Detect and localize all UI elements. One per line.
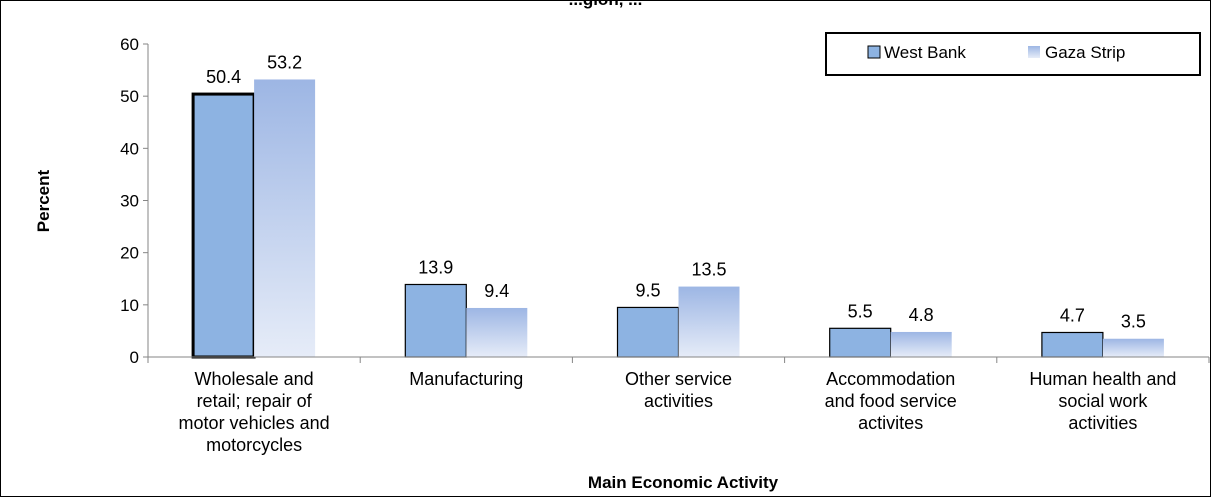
bar-gaza-strip <box>466 307 528 357</box>
category-label: Wholesale and retail; repair of motor vehi… <box>179 369 330 455</box>
legend: West Bank Gaza Strip <box>825 32 1201 76</box>
bar-gaza-strip <box>678 286 740 357</box>
y-tick-label: 50 <box>120 87 139 106</box>
bar-west-bank <box>616 306 680 358</box>
data-label-west-bank: 13.9 <box>418 257 453 277</box>
y-tick-label: 40 <box>120 139 139 158</box>
data-label-west-bank: 9.5 <box>635 280 660 300</box>
data-label-west-bank: 4.7 <box>1060 305 1085 325</box>
data-label-gaza-strip: 4.8 <box>909 305 934 325</box>
legend-box <box>825 32 1201 76</box>
category-label: Accommodation and food service activites <box>825 369 957 433</box>
legend-label-gaza-strip: Gaza Strip <box>1045 43 1125 62</box>
data-label-gaza-strip: 13.5 <box>691 260 726 280</box>
data-label-gaza-strip: 53.2 <box>267 52 302 72</box>
legend-swatch-west-bank <box>867 45 881 59</box>
data-label-west-bank: 50.4 <box>206 67 241 87</box>
x-axis-title: Main Economic Activity <box>588 473 779 492</box>
category-label: Human health and social work activities <box>1029 369 1176 433</box>
data-label-west-bank: 5.5 <box>848 301 873 321</box>
y-tick-label: 0 <box>130 348 139 367</box>
bar-gaza-strip <box>254 79 316 358</box>
legend-label-west-bank: West Bank <box>884 43 966 62</box>
y-tick-label: 30 <box>120 192 139 211</box>
bar-west-bank <box>191 92 256 359</box>
legend-swatch-gaza-strip <box>1028 46 1040 58</box>
bar-gaza-strip <box>890 331 952 357</box>
chart-title-partial: ...gion, ... <box>1 1 1210 10</box>
bar-west-bank <box>1041 331 1104 358</box>
y-tick-label: 60 <box>120 35 139 54</box>
bar-gaza-strip <box>1102 338 1164 357</box>
y-axis-title: Percent <box>34 169 53 232</box>
category-label: Other service activities <box>625 369 732 411</box>
category-label: Manufacturing <box>409 369 523 389</box>
y-tick-label: 20 <box>120 244 139 263</box>
data-label-gaza-strip: 9.4 <box>484 281 509 301</box>
bar-west-bank <box>829 327 892 358</box>
bar-west-bank <box>404 283 467 358</box>
data-label-gaza-strip: 3.5 <box>1121 312 1146 332</box>
y-tick-label: 10 <box>120 296 139 315</box>
